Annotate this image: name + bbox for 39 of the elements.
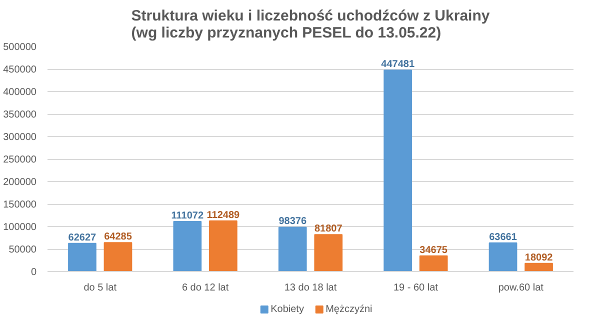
bar: [68, 242, 96, 272]
bar: [524, 262, 553, 272]
x-tick-label: pow.60 lat: [498, 282, 544, 294]
bar: [384, 70, 412, 272]
y-tick-label: 0: [30, 267, 37, 278]
y-tick-label: 350000: [3, 110, 37, 120]
data-label: 18092: [524, 252, 554, 264]
data-label: 112489: [206, 210, 240, 221]
y-tick-label: 250000: [3, 154, 37, 166]
x-tick-label: 13 do 18 lat: [284, 282, 337, 294]
data-label: 98376: [278, 216, 307, 228]
y-tick-label: 150000: [3, 200, 37, 210]
bar: [314, 234, 343, 272]
bar: [488, 242, 518, 272]
legend-label: Mężczyźni: [326, 304, 372, 315]
data-label: 62627: [68, 232, 97, 244]
y-tick-label: 450000: [3, 64, 37, 76]
data-label: 63661: [489, 232, 518, 243]
y-tick-label: 400000: [3, 87, 37, 98]
bar: [173, 221, 202, 272]
data-label: 81807: [314, 224, 343, 235]
data-label: 64285: [104, 232, 132, 243]
bar: [419, 255, 448, 272]
y-tick-label: 100000: [3, 222, 37, 233]
data-label: 111072: [171, 210, 204, 222]
y-tick-label: 300000: [3, 132, 37, 143]
y-tick-label: 50000: [8, 244, 37, 256]
x-tick-label: do 5 lat: [84, 282, 117, 294]
legend-label: Kobiety: [270, 304, 304, 315]
x-tick-label: 19 - 60 lat: [393, 282, 438, 294]
y-tick-label: 500000: [3, 42, 37, 53]
x-tick-label: 6 do 12 lat: [182, 282, 229, 294]
bar: [104, 242, 132, 272]
bar: [278, 226, 307, 272]
y-tick-label: 200000: [3, 177, 37, 188]
data-label: 34675: [420, 244, 448, 256]
chart-title: Struktura wieku i liczebność uchodźców z Ukrainy (wg liczby przyznanych PESEL do 13.05.22): [131, 8, 490, 42]
bar: [209, 220, 238, 272]
data-label: 447481: [381, 59, 415, 70]
